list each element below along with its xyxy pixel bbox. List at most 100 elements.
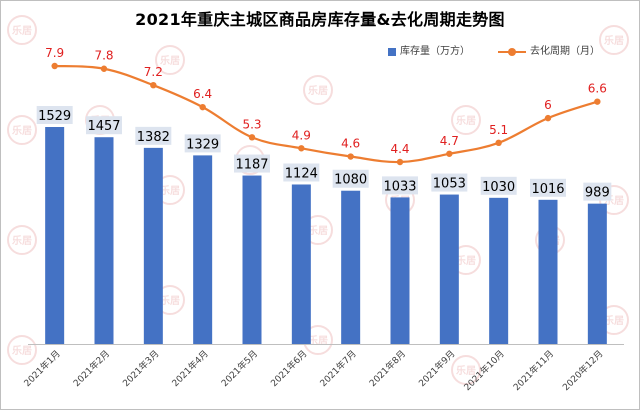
bar-layer bbox=[45, 127, 607, 344]
watermark-text: 乐居 bbox=[160, 54, 180, 67]
bar-label-bg bbox=[530, 178, 566, 197]
x-tick-label: 2021年4月 bbox=[169, 348, 210, 389]
line-point bbox=[446, 150, 453, 157]
line-point bbox=[199, 103, 206, 111]
bar bbox=[439, 194, 459, 344]
line-value-label: 5.1 bbox=[489, 123, 508, 137]
bar-value-label: 1016 bbox=[531, 182, 564, 197]
watermark-text: 乐居 bbox=[456, 364, 476, 377]
bar-label-bg bbox=[431, 173, 468, 192]
line-value-label: 7.2 bbox=[144, 65, 163, 79]
legend-swatch-inventory bbox=[388, 48, 396, 56]
line-value-label: 5.3 bbox=[242, 117, 261, 131]
line-value-label: 7.8 bbox=[94, 49, 113, 63]
line-point bbox=[396, 158, 404, 166]
line-value-label: 7.9 bbox=[45, 46, 64, 60]
x-tick-label: 2021年11月 bbox=[511, 348, 557, 394]
watermark-logo: 乐居 bbox=[7, 15, 37, 45]
bar bbox=[341, 190, 361, 344]
bar-label-bg bbox=[135, 126, 172, 145]
watermark-text: 乐居 bbox=[604, 34, 624, 47]
watermark-circle bbox=[7, 335, 37, 365]
watermark-text: 乐居 bbox=[308, 334, 328, 347]
watermark-text: 乐居 bbox=[308, 84, 328, 97]
line-value-label: 4.9 bbox=[292, 128, 311, 142]
bar-value-label: 1080 bbox=[334, 173, 367, 188]
bar-value-label: 1382 bbox=[137, 130, 170, 145]
legend-swatch-dot-turnover bbox=[508, 48, 516, 56]
watermark-circle bbox=[599, 25, 629, 55]
watermark-circle bbox=[7, 115, 37, 145]
line-value-label: 4.6 bbox=[341, 137, 360, 151]
line-point bbox=[150, 82, 157, 89]
watermark-text: 乐居 bbox=[12, 24, 32, 37]
line-point bbox=[298, 145, 305, 152]
watermark-text: 乐居 bbox=[12, 344, 32, 357]
watermark-logo: 乐居 bbox=[7, 335, 37, 365]
watermark-circle bbox=[155, 45, 185, 75]
bar bbox=[94, 137, 114, 344]
bar-value-label: 1033 bbox=[383, 179, 416, 194]
bar-value-label: 1187 bbox=[235, 158, 268, 173]
bar-label-bg bbox=[86, 116, 122, 135]
bar-label-bg bbox=[283, 163, 320, 182]
bar bbox=[45, 127, 65, 344]
bar-value-label: 1053 bbox=[433, 177, 466, 192]
x-tick-label: 2021年2月 bbox=[71, 348, 112, 389]
watermark-circle bbox=[451, 105, 481, 135]
x-tick-label: 2021年3月 bbox=[120, 348, 161, 389]
line-point bbox=[544, 114, 552, 122]
x-tick-label: 2021年6月 bbox=[268, 348, 309, 389]
line-point bbox=[495, 139, 502, 146]
line-value-label: 6 bbox=[544, 98, 552, 112]
label-layer: 1529 1457 1382 1329 1187 1124 1080 1033 1053 1030… bbox=[36, 46, 612, 201]
bar-value-label: 1457 bbox=[87, 119, 120, 134]
legend-label-turnover: 去化周期（月） bbox=[530, 46, 600, 57]
bar bbox=[587, 203, 607, 344]
line-point bbox=[594, 98, 601, 105]
bar-value-label: 1529 bbox=[38, 109, 71, 124]
bar-label-bg bbox=[382, 176, 418, 195]
bar bbox=[193, 155, 213, 344]
watermark-logo: 乐居 bbox=[303, 75, 333, 105]
bar bbox=[538, 199, 558, 344]
bar-value-label: 1124 bbox=[285, 166, 318, 181]
bar bbox=[291, 184, 311, 344]
bar-value-label: 1329 bbox=[186, 137, 219, 152]
line-point bbox=[347, 153, 354, 160]
line-value-label: 6.4 bbox=[193, 87, 212, 101]
watermark-circle bbox=[7, 225, 37, 255]
watermark-logo: 乐居 bbox=[155, 45, 185, 75]
bar-label-bg bbox=[184, 134, 221, 153]
x-tick-label: 2021年5月 bbox=[219, 348, 260, 389]
chart-title: 2021年重庆主城区商品房库存量&去化周期走势图 bbox=[135, 10, 505, 29]
bar bbox=[489, 197, 509, 344]
x-tick-label: 2020年12月 bbox=[560, 348, 606, 394]
legend-label-inventory: 库存量（万方） bbox=[400, 46, 470, 57]
axis-layer: 2021年1月 2021年2月 2021年3月 2021年4月 2021年5月 2021年… bbox=[21, 344, 624, 394]
watermark-logo: 乐居 bbox=[7, 115, 37, 145]
watermark-text: 乐居 bbox=[456, 254, 476, 267]
bar-label-bg bbox=[332, 169, 369, 188]
watermark-logo: 乐居 bbox=[451, 355, 481, 385]
bar-label-bg bbox=[583, 182, 612, 201]
watermark-text: 乐居 bbox=[160, 184, 180, 197]
watermark-text: 乐居 bbox=[308, 224, 328, 237]
watermark-text: 乐居 bbox=[604, 314, 624, 327]
watermark-logo: 乐居 bbox=[7, 225, 37, 255]
watermark-text: 乐居 bbox=[160, 294, 180, 307]
line-point bbox=[100, 65, 108, 72]
watermark-text: 乐居 bbox=[456, 114, 476, 127]
bar-label-bg bbox=[36, 106, 73, 124]
line-value-label: 4.4 bbox=[390, 142, 409, 156]
bar bbox=[390, 197, 410, 344]
bar bbox=[242, 175, 262, 344]
bar-value-label: 989 bbox=[585, 186, 610, 201]
x-tick-label: 2021年8月 bbox=[367, 348, 408, 389]
watermark-circle bbox=[451, 355, 481, 385]
line-value-label: 4.7 bbox=[440, 134, 459, 148]
watermark-circle bbox=[303, 75, 333, 105]
line-turnover bbox=[54, 64, 598, 164]
bar-label-bg bbox=[480, 176, 517, 195]
